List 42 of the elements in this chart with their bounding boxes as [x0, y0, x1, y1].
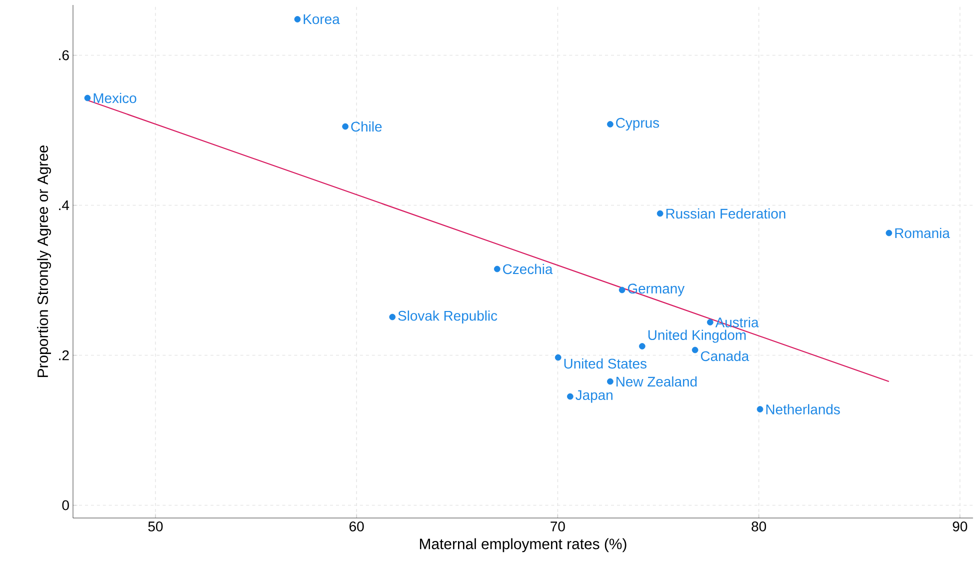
point [389, 314, 396, 320]
annotation: Czechia [503, 264, 553, 274]
annotation: Cyprus [616, 118, 660, 131]
annotation: United Kingdom [648, 330, 746, 343]
annotation: United States [564, 358, 646, 369]
annotation: Germany [628, 284, 685, 296]
point [706, 319, 714, 326]
x-tick-label: 70 [550, 522, 565, 532]
point [638, 343, 646, 350]
point [618, 286, 626, 294]
y-tick-label: .4 [59, 200, 70, 210]
point [294, 16, 301, 22]
x-tick-label: 50 [148, 522, 163, 532]
point [494, 266, 500, 272]
y-tick-label: .2 [59, 350, 69, 360]
point [342, 123, 349, 130]
x-tick-label: 80 [752, 522, 766, 532]
point [692, 346, 698, 354]
annotation: Mexico [94, 92, 136, 104]
annotation: Russian Federation [666, 208, 786, 219]
point [84, 94, 91, 102]
annotation: Korea [304, 14, 340, 24]
y-tick-label: 0 [62, 500, 69, 510]
y-axis-title: Proportion Strongly Agree or Agree [37, 146, 51, 377]
y-tick-label: .6 [59, 50, 69, 60]
point [566, 393, 574, 400]
x-tick-label: 60 [350, 522, 364, 532]
annotation: Romania [895, 228, 950, 238]
point [554, 354, 562, 361]
point [756, 406, 764, 412]
x-tick-label: 90 [952, 522, 968, 532]
point [656, 210, 664, 217]
annotation: New Zealand [616, 376, 697, 387]
annotation: Slovak Republic [398, 310, 498, 324]
annotation: Chile [351, 121, 382, 132]
point [607, 121, 614, 128]
point [886, 230, 892, 236]
annotation: Netherlands [766, 404, 840, 414]
annotation: Japan [576, 390, 612, 403]
x-axis-title: Maternal employment rates (%) [420, 538, 626, 552]
point [607, 378, 614, 385]
annotation: Canada [700, 350, 750, 362]
